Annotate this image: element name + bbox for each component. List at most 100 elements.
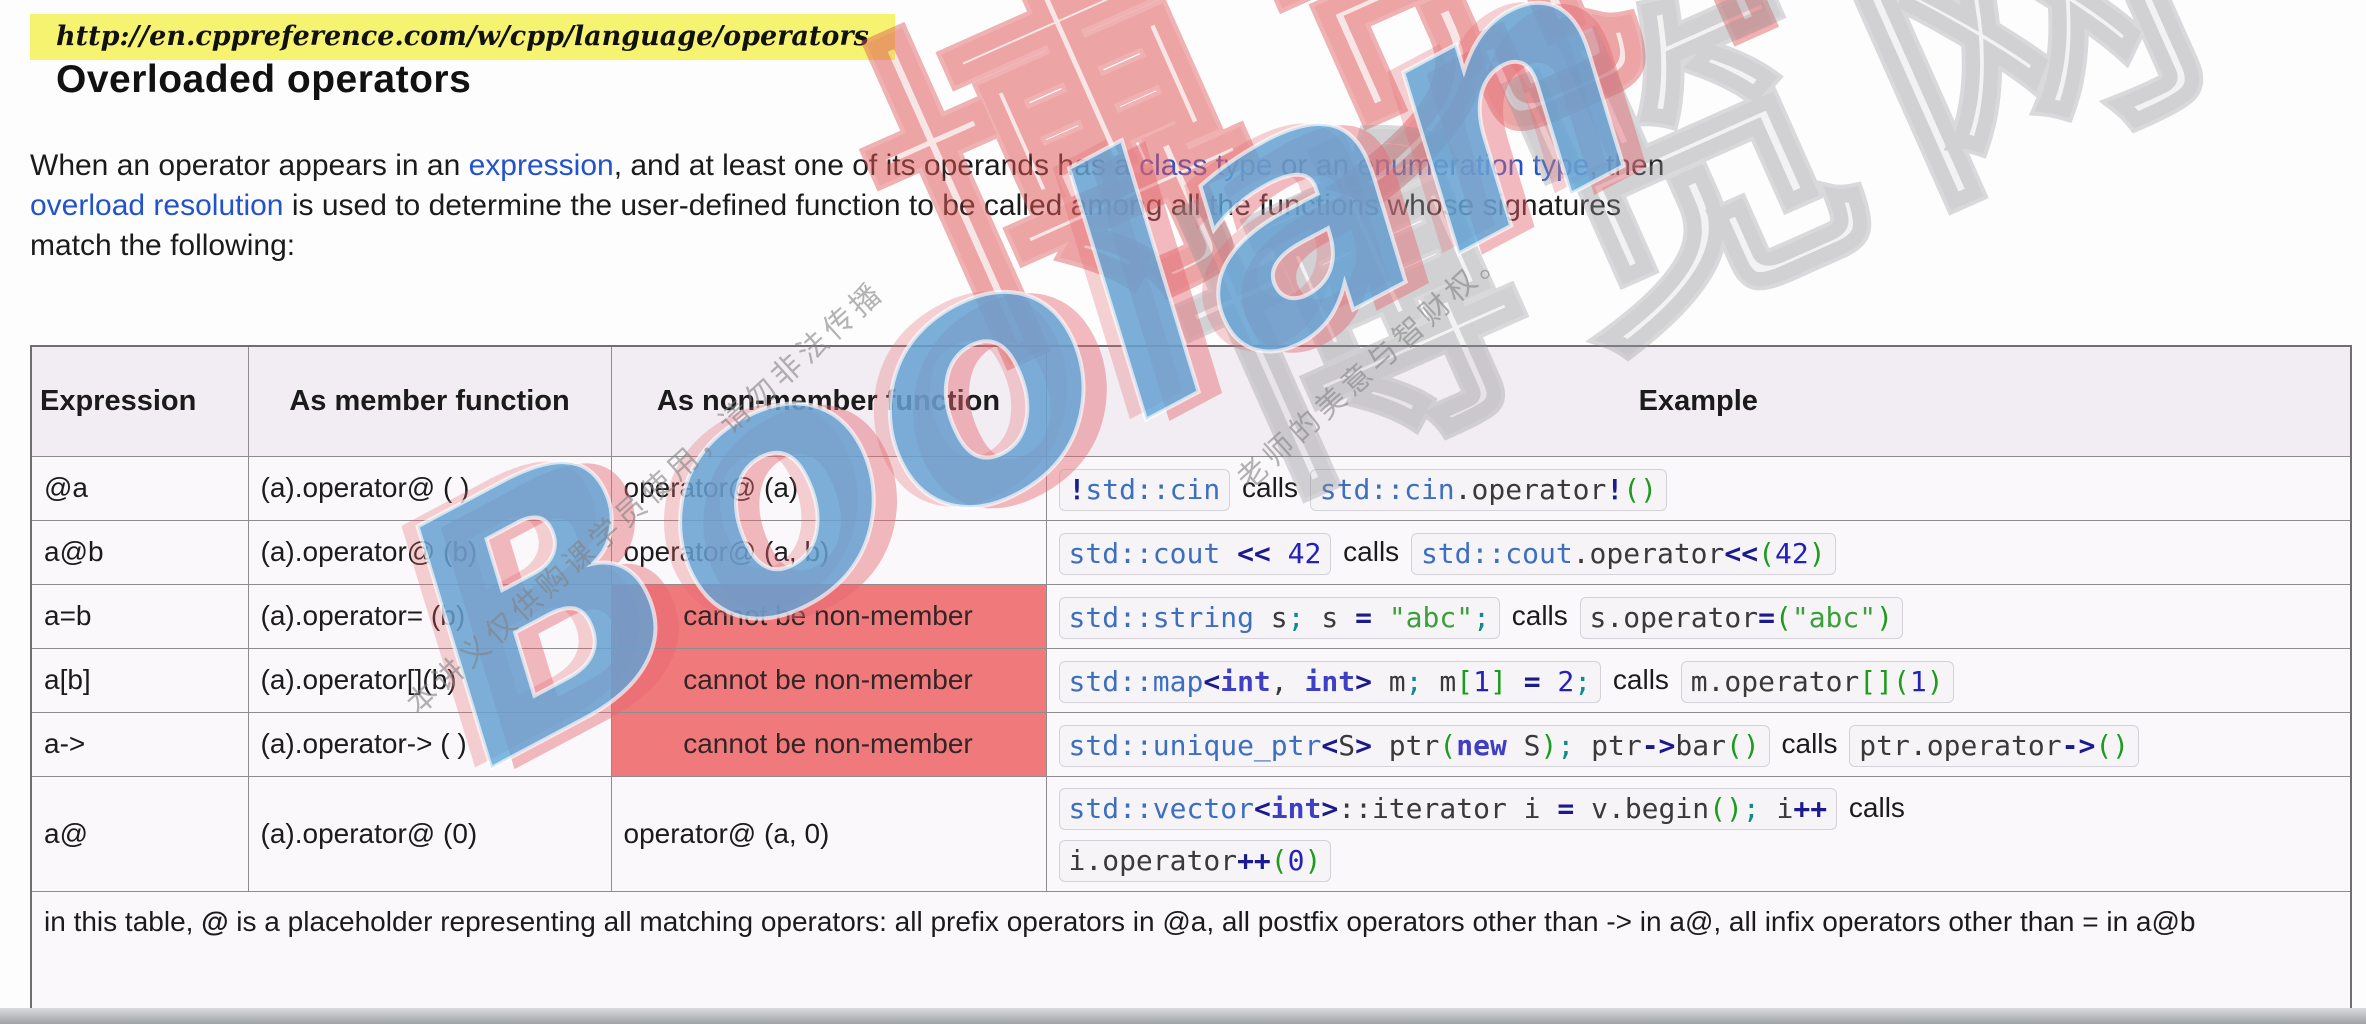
member-function-cell: (a).operator@ (b) (247, 519, 612, 585)
example-cell: std::map<int, int> m; m[1] = 2; calls m.… (1045, 647, 2352, 713)
code-token: .operator (1454, 472, 1607, 506)
code-token: S (1338, 728, 1356, 762)
code-link[interactable]: std::cin (1085, 472, 1221, 506)
code-token: > (1355, 664, 1372, 698)
intro-text: When an operator appears in an (30, 149, 469, 182)
code-token: int (1270, 792, 1322, 826)
code-link[interactable]: std::unique_ptr (1068, 728, 1322, 762)
example-cell: std::cout << 42 calls std::cout.operator… (1045, 519, 2352, 585)
code-token: i.operator (1068, 844, 1238, 878)
member-function-cell: (a).operator-> ( ) (247, 711, 612, 777)
code-token: ) (1808, 536, 1826, 570)
column-header-as-member-function: As member function (247, 345, 612, 457)
code-token: S (1506, 728, 1541, 762)
code-token: ( (1774, 600, 1792, 634)
code-token: << (1724, 536, 1759, 570)
table-row: a@b (a).operator@ (b) operator@ (a, b) std:… (30, 519, 2352, 585)
code-link[interactable]: std::vector (1068, 792, 1254, 826)
page-url[interactable]: http://en.cppreference.com/w/cpp/languag… (56, 21, 869, 52)
code-token: bar (1675, 728, 1726, 762)
intro-link[interactable]: enumeration type (1357, 149, 1590, 182)
table-header: Expression As member function As non-membe… (30, 345, 2352, 457)
non-member-function-cell: cannot be non-member (610, 583, 1047, 649)
code-token: [] (1859, 664, 1893, 698)
code-token: 2 (1540, 664, 1575, 698)
code-token (1507, 665, 1524, 698)
code-token: 42 (1287, 536, 1322, 570)
code-token: ( (1270, 844, 1288, 878)
code-token: , (1270, 664, 1305, 698)
code-token: ] (1489, 664, 1507, 698)
code-snippet: s.operator=("abc") (1579, 596, 1903, 639)
code-token: -> (2061, 728, 2096, 762)
code-token: "abc" (1791, 600, 1877, 634)
intro-link[interactable]: overload resolution (30, 189, 284, 222)
code-token: = (1758, 600, 1775, 634)
code-snippet: !std::cin (1058, 468, 1231, 511)
operators-table: Expression As member function As non-membe… (30, 345, 2352, 1024)
example-cell: std::vector<int>::iterator i = v.begin()… (1045, 775, 2352, 892)
example-cell: std::unique_ptr<S> ptr(new S); ptr->bar(… (1045, 711, 2352, 777)
code-token: v.begin (1574, 792, 1710, 826)
code-token: > (1355, 728, 1372, 762)
code-link[interactable]: std::cout (1420, 536, 1573, 570)
example-text: calls (1503, 600, 1576, 632)
code-token: int (1304, 664, 1356, 698)
table-body: @a (a).operator@ ( ) operator@ (a) !std::ci… (30, 455, 2352, 892)
code-link[interactable]: std::string (1068, 600, 1254, 634)
code-link[interactable]: std::map (1068, 664, 1204, 698)
code-snippet: std::map<int, int> m; m[1] = 2; (1058, 660, 1602, 703)
url-highlight: http://en.cppreference.com/w/cpp/languag… (30, 14, 895, 60)
code-token: < (1203, 664, 1221, 698)
intro-link[interactable]: expression (468, 149, 614, 182)
code-snippet: std::cout << 42 (1058, 532, 1332, 575)
code-token: 0 (1287, 844, 1305, 878)
table-row: a[b] (a).operator[](b) cannot be non-membe… (30, 647, 2352, 713)
code-token: "abc" (1388, 600, 1474, 634)
code-token: 1 (1473, 664, 1490, 698)
code-token: s (1253, 600, 1288, 634)
code-token: new (1456, 728, 1507, 762)
code-token: = (1523, 664, 1541, 698)
code-token: .operator (1572, 536, 1725, 570)
column-header-as-non-member-function: As non-member function (610, 345, 1047, 457)
code-token: ++ (1793, 792, 1828, 826)
code-token: m (1422, 664, 1457, 698)
intro-text: is used to determine the user-defined fu… (283, 189, 1621, 222)
code-token: = (1557, 792, 1575, 826)
code-link[interactable]: std::cin (1319, 472, 1455, 506)
code-snippet: i.operator++(0) (1058, 840, 1332, 882)
column-header-expression: Expression (30, 345, 249, 457)
table-footer: in this table, @ is a placeholder repres… (30, 890, 2352, 1024)
code-token: [ (1456, 664, 1474, 698)
code-token: i (1759, 792, 1794, 826)
code-snippet: ptr.operator->() (1849, 724, 2140, 767)
code-token: 42 (1774, 536, 1809, 570)
code-token: () (1726, 728, 1760, 762)
code-token: << (1220, 536, 1288, 570)
table-row: @a (a).operator@ ( ) operator@ (a) !std::ci… (30, 455, 2352, 521)
intro-link[interactable]: class type (1139, 149, 1273, 182)
table-row: a=b (a).operator= (b) cannot be non-member… (30, 583, 2352, 649)
code-token: ; (1557, 728, 1575, 762)
example-cell: !std::cin calls std::cin.operator!() (1045, 455, 2352, 521)
code-snippet: std::vector<int>::iterator i = v.begin()… (1058, 788, 1838, 831)
non-member-function-cell: operator@ (a) (610, 455, 1047, 521)
code-link[interactable]: std::cout (1068, 536, 1221, 570)
code-token: () (1709, 792, 1743, 826)
example-text: calls (1234, 472, 1306, 504)
footnote-at-symbol: @ (201, 905, 229, 937)
example-text: calls (1841, 791, 1905, 823)
expression-cell: a-> (30, 711, 249, 777)
page-bottom-edge (0, 1008, 2366, 1024)
code-token: ; (1405, 664, 1423, 698)
code-token: int (1220, 664, 1271, 698)
intro-text: , then (1589, 149, 1665, 182)
non-member-function-cell: cannot be non-member (610, 711, 1047, 777)
expression-cell: a@b (30, 519, 249, 585)
intro-paragraph: When an operator appears in an expressio… (30, 146, 2355, 266)
code-token: () (1623, 472, 1657, 506)
code-token: < (1321, 728, 1339, 762)
code-token: ptr (1574, 728, 1642, 762)
